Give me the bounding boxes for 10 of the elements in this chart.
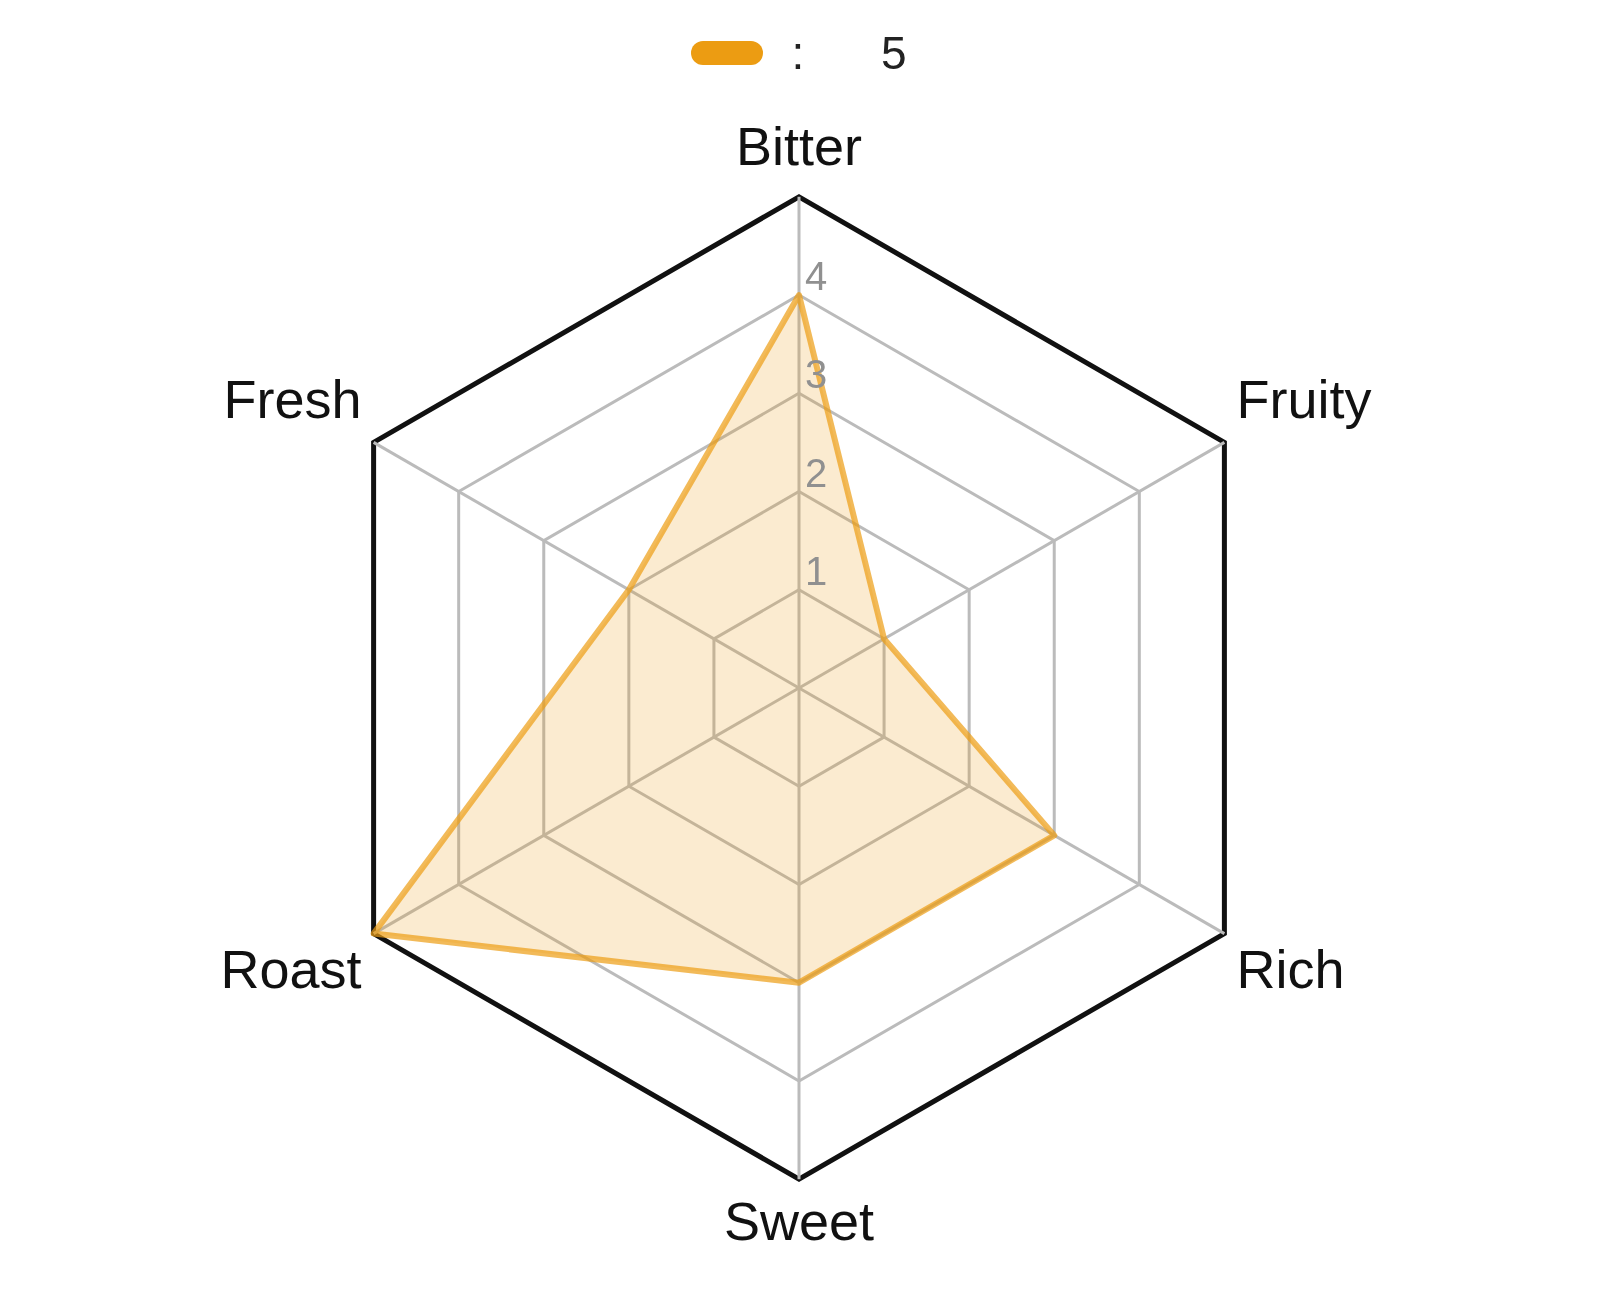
spoke-label: Bitter: [735, 116, 863, 177]
spoke-label: Rich: [1236, 938, 1345, 999]
spoke-label: Roast: [220, 938, 362, 999]
y-tick-label: 2: [805, 450, 828, 495]
legend-label: : 5: [791, 26, 907, 80]
y-tick-label: 4: [805, 254, 828, 299]
spoke-label: Fruity: [1236, 368, 1372, 429]
spoke-label: Sweet: [723, 1191, 875, 1252]
y-tick-label: 1: [805, 548, 828, 593]
spoke-label: Fresh: [223, 368, 362, 429]
